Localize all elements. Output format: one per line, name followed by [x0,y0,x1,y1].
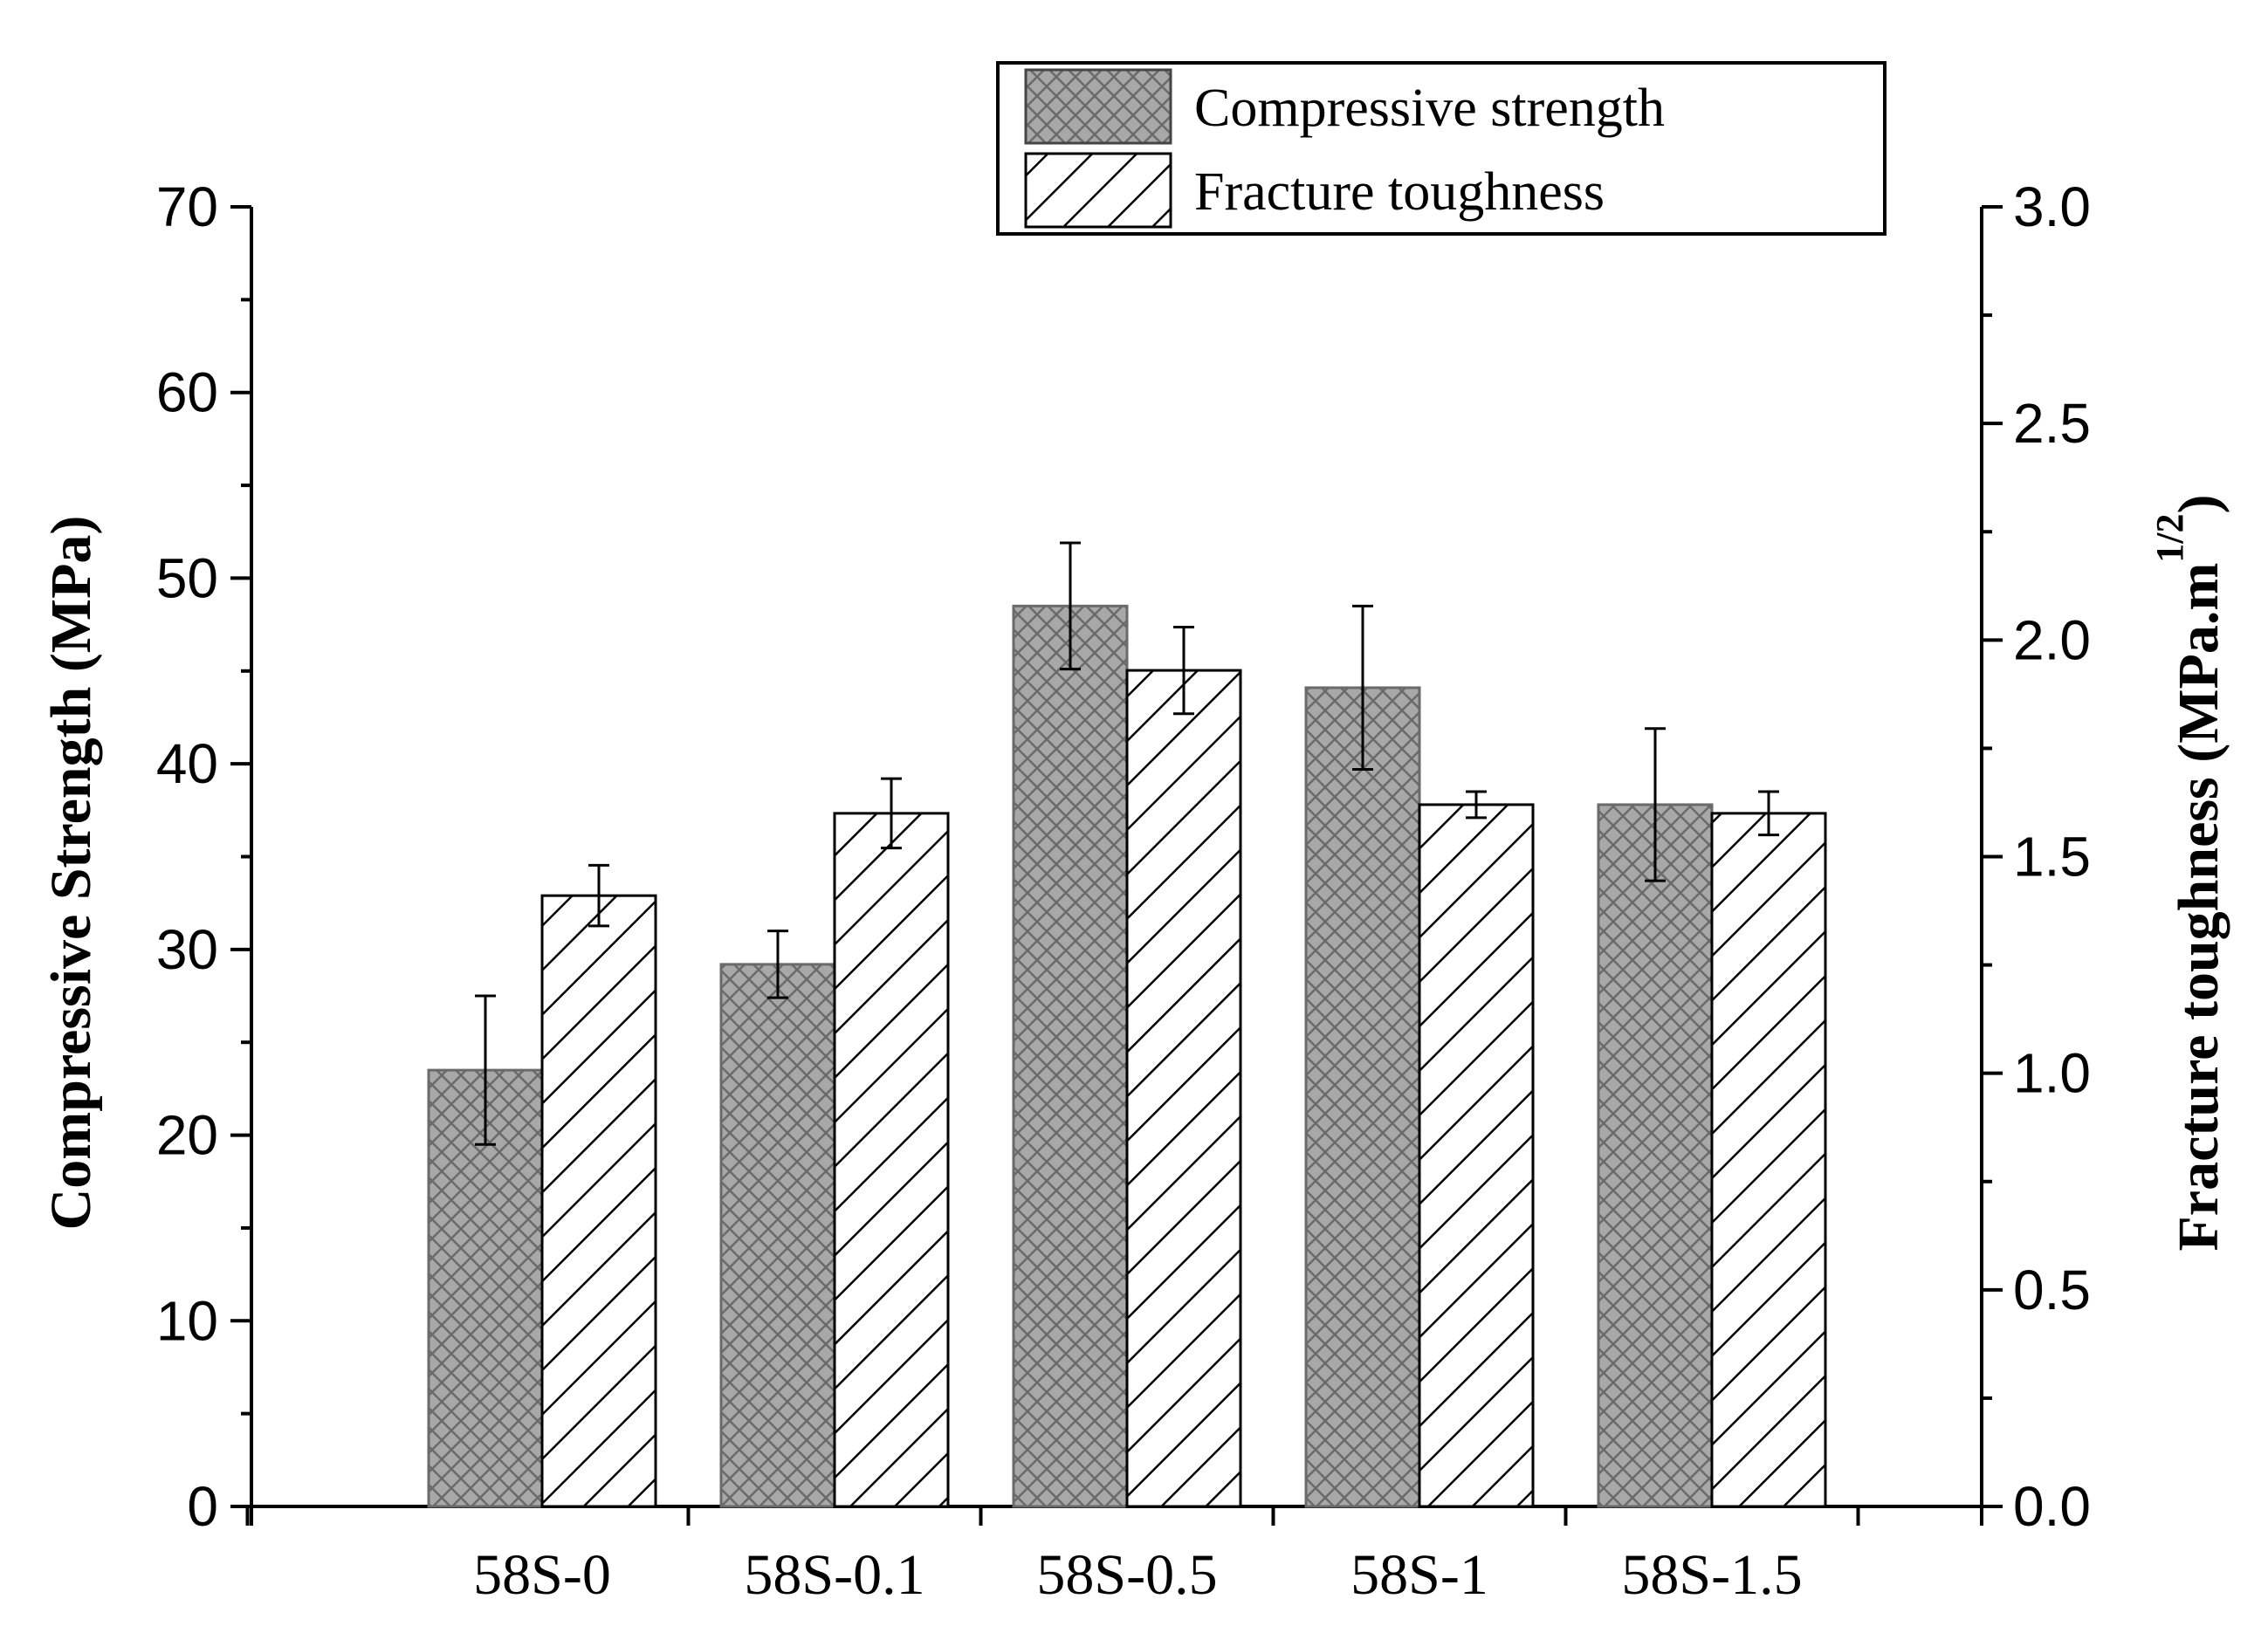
left-axis-ticks: 0 10 20 30 40 50 60 70 [156,175,251,1538]
bars [427,604,1827,1508]
legend-label-fracture: Fracture toughness [1194,162,1605,222]
category-label: 58S-1.5 [1621,1543,1802,1607]
right-axis-title-close: ) [2167,494,2230,513]
legend-label-compressive: Compressive strength [1194,79,1665,138]
left-tick-label: 40 [156,732,218,795]
right-axis-title-main: Fracture toughness (MPa.m [2167,563,2230,1252]
bar-compressive [1597,803,1714,1508]
right-tick-label: 2.5 [2013,392,2091,455]
category-label: 58S-0.5 [1036,1543,1217,1607]
left-tick-label: 20 [156,1104,218,1167]
legend-swatch-compressive [1024,68,1172,145]
right-tick-label: 2.0 [2013,608,2091,671]
right-tick-label: 1.0 [2013,1042,2091,1105]
left-tick-label: 70 [156,175,218,238]
bar-fracture [1125,669,1242,1508]
legend: Compressive strength Fracture toughness [996,61,1887,236]
bar-compressive [1304,686,1421,1508]
right-axis-title: Fracture toughness (MPa.m1/2) [2148,494,2230,1251]
x-axis-ticks [245,1506,1860,1526]
legend-swatch-fracture [1024,152,1172,229]
left-tick-label: 30 [156,918,218,981]
right-tick-label: 1.5 [2013,826,2091,889]
bar-fracture [1418,803,1535,1508]
error-bars [475,541,1779,1146]
bar-compressive [1012,604,1129,1508]
left-tick-label: 60 [156,361,218,424]
category-label: 58S-1 [1350,1543,1488,1607]
category-labels: 58S-0 58S-0.1 58S-0.5 58S-1 58S-1.5 [473,1543,1802,1607]
right-tick-label: 0.5 [2013,1259,2091,1321]
right-axis-ticks: 0.0 0.5 1.0 1.5 2.0 2.5 3.0 [1982,175,2091,1538]
category-label: 58S-0.1 [744,1543,924,1607]
left-tick-label: 10 [156,1289,218,1352]
right-tick-label: 3.0 [2013,175,2091,238]
left-tick-label: 50 [156,546,218,609]
bar-fracture [540,894,657,1508]
left-tick-label: 0 [187,1475,218,1538]
bar-fracture [1710,812,1827,1508]
right-tick-label: 0.0 [2013,1475,2091,1538]
bar-fracture [833,812,950,1508]
right-axis-title-superscript: 1/2 [2148,513,2191,562]
bar-compressive [719,963,836,1508]
category-label: 58S-0 [473,1543,611,1607]
left-axis-title: Compressive Strength (MPa) [39,516,103,1231]
